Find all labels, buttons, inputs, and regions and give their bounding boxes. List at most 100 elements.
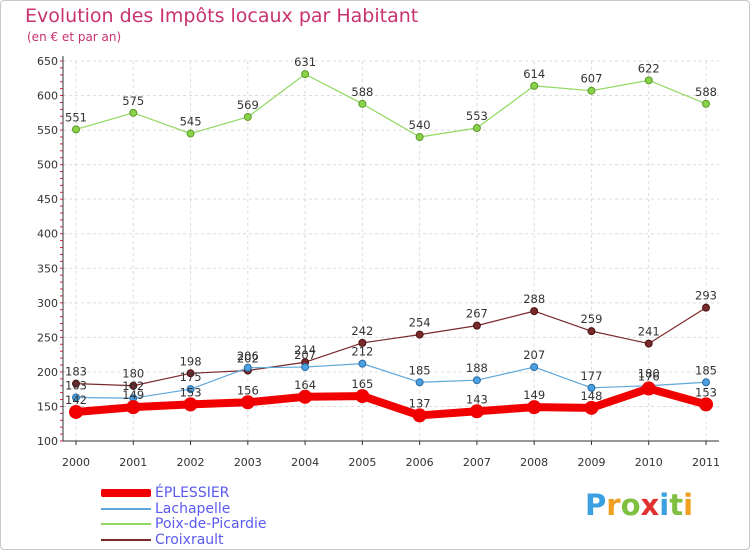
data-point-poix-de-picardie <box>301 70 310 79</box>
data-point--plessier <box>240 395 255 410</box>
data-label-croixrault: 214 <box>294 343 316 357</box>
data-label-lachapelle: 180 <box>638 367 660 381</box>
data-point--plessier <box>183 397 198 412</box>
data-point--plessier <box>298 389 313 404</box>
data-label-croixrault: 288 <box>523 292 545 306</box>
x-tick-label: 2009 <box>577 456 605 469</box>
data-point-poix-de-picardie <box>702 99 710 108</box>
data-point-croixrault <box>186 369 195 378</box>
data-point--plessier <box>584 400 599 415</box>
data-point-lachapelle <box>301 363 310 372</box>
data-point--plessier <box>355 389 370 404</box>
legend-label: Croixrault <box>155 531 224 548</box>
data-point-poix-de-picardie <box>243 112 252 121</box>
data-label-croixrault: 267 <box>466 307 488 321</box>
data-point--plessier <box>412 408 427 423</box>
logo-letter: o <box>620 488 641 522</box>
data-point--plessier <box>69 404 83 419</box>
data-point--plessier <box>527 400 542 415</box>
logo-letter: x <box>640 488 660 522</box>
chart-subtitle: (en € et par an) <box>27 30 122 44</box>
x-tick-label: 2008 <box>520 456 548 469</box>
x-tick-label: 2006 <box>406 456 434 469</box>
data-label-poix-de-picardie: 540 <box>409 118 431 132</box>
data-label--plessier: 143 <box>466 392 488 406</box>
data-point-lachapelle <box>243 363 252 372</box>
y-tick-label: 550 <box>37 124 58 137</box>
data-point-poix-de-picardie <box>415 133 424 141</box>
data-label-lachapelle: 175 <box>180 370 202 384</box>
data-point-poix-de-picardie <box>530 81 539 90</box>
y-tick-label: 650 <box>37 55 58 68</box>
data-label-poix-de-picardie: 553 <box>466 109 488 123</box>
data-point-croixrault <box>129 381 138 390</box>
x-tick-label: 2010 <box>635 456 663 469</box>
y-tick-label: 600 <box>37 90 58 103</box>
legend-item-croixrault: Croixrault <box>101 532 361 548</box>
data-point-lachapelle <box>358 359 367 368</box>
x-tick-label: 2004 <box>291 456 319 469</box>
data-point-croixrault <box>415 330 424 339</box>
data-label-poix-de-picardie: 607 <box>580 72 602 86</box>
data-label--plessier: 137 <box>409 396 431 410</box>
data-label--plessier: 153 <box>695 385 717 399</box>
data-label-croixrault: 293 <box>695 289 717 303</box>
data-point-lachapelle <box>72 393 80 402</box>
data-point-croixrault <box>472 321 481 330</box>
y-tick-label: 400 <box>37 228 58 241</box>
data-label-poix-de-picardie: 622 <box>638 61 660 75</box>
data-label-croixrault: 180 <box>122 367 144 381</box>
data-point--plessier <box>699 397 713 412</box>
data-label-lachapelle: 163 <box>65 378 87 392</box>
legend-item-poix-de-picardie: Poix-de-Picardie <box>101 516 361 532</box>
data-label--plessier: 164 <box>294 378 316 392</box>
chart-legend: ÉPLESSIER Lachapelle Poix-de-Picardie Cr… <box>101 485 361 548</box>
legend-label: Lachapelle <box>155 500 231 517</box>
data-label-croixrault: 198 <box>180 354 202 368</box>
data-label--plessier: 148 <box>580 389 602 403</box>
data-label-croixrault: 241 <box>638 325 660 339</box>
data-point-lachapelle <box>530 363 539 372</box>
data-label-poix-de-picardie: 545 <box>180 115 202 129</box>
x-tick-label: 2007 <box>463 456 491 469</box>
data-label--plessier: 165 <box>351 377 373 391</box>
y-tick-label: 150 <box>37 400 58 413</box>
data-point-lachapelle <box>415 378 424 387</box>
data-label-croixrault: 183 <box>65 365 87 379</box>
data-point-poix-de-picardie <box>186 129 195 138</box>
data-label-croixrault: 242 <box>351 324 373 338</box>
data-label--plessier: 176 <box>638 369 660 383</box>
data-point-croixrault <box>358 338 367 347</box>
logo-letter: t <box>669 488 684 522</box>
y-tick-label: 250 <box>37 331 58 344</box>
legend-item-eplessier: ÉPLESSIER <box>101 485 361 501</box>
data-point-poix-de-picardie <box>472 124 481 133</box>
data-label-lachapelle: 212 <box>351 345 373 359</box>
data-point-croixrault <box>587 327 596 336</box>
data-point-poix-de-picardie <box>587 86 596 95</box>
data-label-lachapelle: 162 <box>122 379 144 393</box>
data-label-poix-de-picardie: 575 <box>122 94 144 108</box>
legend-swatch <box>101 538 151 541</box>
x-tick-label: 2003 <box>234 456 262 469</box>
chart-title: Evolution des Impôts locaux par Habitant <box>25 5 419 27</box>
data-label-croixrault: 202 <box>237 352 259 366</box>
legend-swatch <box>101 523 151 525</box>
y-tick-label: 200 <box>37 366 58 379</box>
data-point-lachapelle <box>472 376 481 385</box>
legend-swatch <box>101 489 151 497</box>
series-line-poix-de-picardie <box>75 73 707 138</box>
series-line-croixrault <box>75 307 707 387</box>
data-point-croixrault <box>702 303 710 312</box>
x-tick-label: 2002 <box>177 456 205 469</box>
y-tick-label: 450 <box>37 193 58 206</box>
logo-letter: i <box>659 488 670 522</box>
data-point--plessier <box>641 381 656 396</box>
data-label--plessier: 156 <box>237 383 259 397</box>
series-line--plessier <box>75 384 708 420</box>
data-label-poix-de-picardie: 588 <box>695 85 717 99</box>
data-label-lachapelle: 188 <box>466 361 488 375</box>
data-label-poix-de-picardie: 569 <box>237 98 259 112</box>
